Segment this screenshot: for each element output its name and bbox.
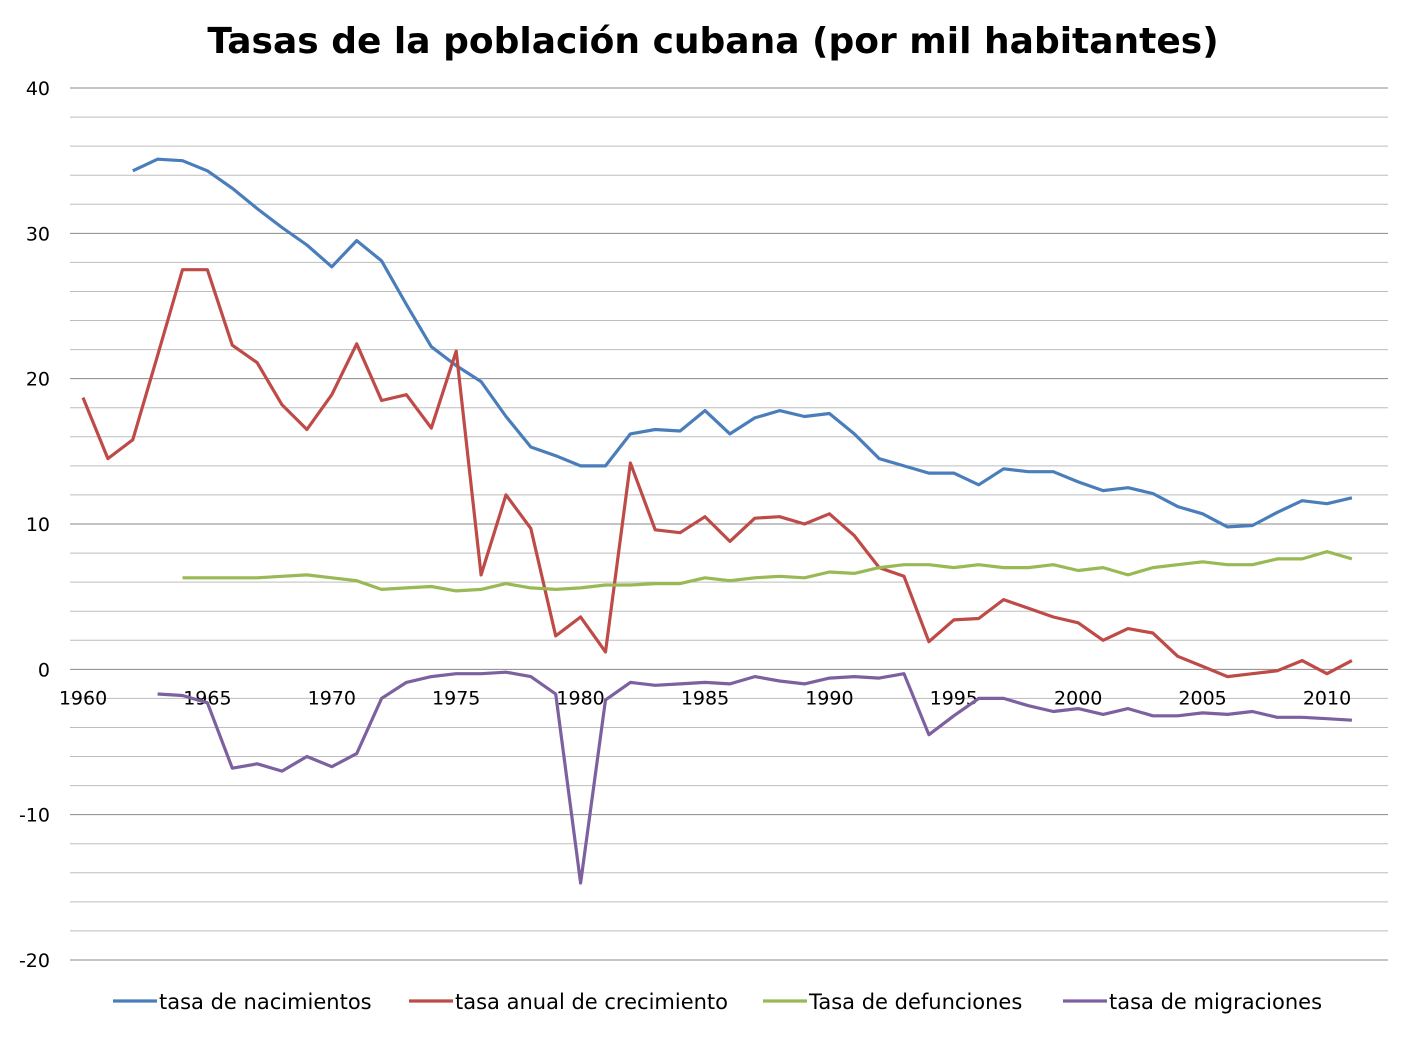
legend-label: tasa anual de crecimiento bbox=[455, 990, 728, 1014]
x-tick-label: 2010 bbox=[1303, 687, 1351, 709]
x-tick-label: 1990 bbox=[805, 687, 853, 709]
series-lines bbox=[81, 157, 1353, 885]
y-tick-label: 0 bbox=[38, 659, 50, 681]
series-line-tasa-anual-de-crecimiento bbox=[81, 268, 1353, 679]
x-tick-label: 1980 bbox=[556, 687, 604, 709]
gridlines bbox=[70, 87, 1388, 961]
x-tick-label: 1960 bbox=[59, 687, 107, 709]
legend-label: Tasa de defunciones bbox=[808, 990, 1022, 1014]
x-axis-ticks: 1960 1965 1970 1975 1980 1985 1990 1995 2000 2005… bbox=[59, 687, 1351, 709]
legend-label: tasa de nacimientos bbox=[159, 990, 372, 1014]
x-tick-label: 2000 bbox=[1054, 687, 1102, 709]
y-tick-label: -20 bbox=[19, 950, 50, 972]
x-tick-label: 1975 bbox=[432, 687, 480, 709]
y-tick-label: 40 bbox=[26, 78, 50, 100]
legend-label: tasa de migraciones bbox=[1109, 990, 1322, 1014]
x-tick-label: 1985 bbox=[681, 687, 729, 709]
series-line-tasa-de-defunciones bbox=[182, 549, 1353, 593]
y-axis-ticks: -20 -10 0 10 20 30 40 bbox=[19, 78, 50, 972]
y-tick-label: -10 bbox=[19, 805, 50, 827]
y-tick-label: 10 bbox=[26, 514, 50, 536]
y-tick-label: 20 bbox=[26, 369, 50, 391]
y-tick-label: 30 bbox=[26, 223, 50, 245]
x-tick-label: 1995 bbox=[930, 687, 978, 709]
series-line-tasa-de-migraciones bbox=[157, 670, 1352, 885]
series-line-tasa-de-nacimientos bbox=[132, 157, 1353, 529]
chart-title: Tasas de la población cubana (por mil ha… bbox=[207, 21, 1218, 62]
x-tick-label: 2005 bbox=[1178, 687, 1226, 709]
x-tick-label: 1970 bbox=[308, 687, 356, 709]
legend: tasa de nacimientos tasa anual de crecimi… bbox=[113, 990, 1322, 1014]
x-tick-label: 1965 bbox=[183, 687, 231, 709]
